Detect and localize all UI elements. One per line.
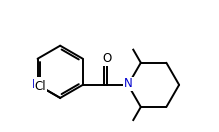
Text: N: N	[124, 77, 133, 91]
Text: O: O	[102, 52, 111, 65]
Text: Cl: Cl	[35, 79, 46, 93]
Text: N: N	[32, 78, 41, 91]
